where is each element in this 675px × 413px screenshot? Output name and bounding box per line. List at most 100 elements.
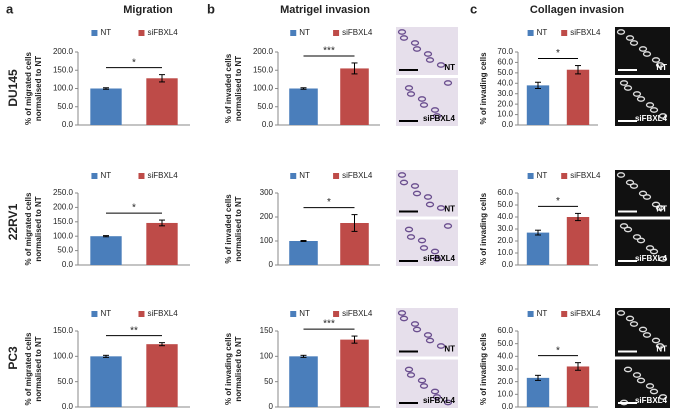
cell (406, 234, 416, 240)
cell (417, 237, 427, 244)
micrograph (615, 170, 670, 217)
error-bar (159, 342, 165, 347)
y-tick-label: 0.0 (262, 120, 274, 129)
legend-swatch (333, 311, 340, 317)
y-tick-label: 150 (260, 326, 274, 335)
y-tick-label: 100.0 (253, 84, 274, 93)
y-axis-label: normalised to NT (234, 336, 243, 401)
significance-label: * (327, 197, 331, 208)
cell (651, 337, 661, 344)
y-tick-label: 0.0 (502, 402, 514, 411)
legend-label: siFBXL4 (147, 28, 178, 37)
y-tick-label: 20.0 (497, 236, 513, 245)
y-tick-label: 10.0 (497, 110, 513, 119)
y-tick-label: 50.0 (497, 339, 513, 348)
legend-label: siFBXL4 (147, 309, 178, 318)
y-tick-label: 100.0 (53, 84, 74, 93)
legend-label: siFBXL4 (570, 309, 601, 318)
y-tick-label: 0 (269, 402, 274, 411)
legend-label: NT (537, 171, 548, 180)
cell (619, 80, 629, 86)
cell (645, 102, 655, 108)
micrograph-label: siFBXL4 (423, 396, 456, 405)
y-tick-label: 150.0 (53, 326, 74, 335)
cell (404, 85, 414, 91)
legend-swatch (138, 173, 145, 179)
cell (430, 388, 440, 395)
legend-swatch (561, 311, 568, 317)
legend-label: siFBXL4 (342, 28, 373, 37)
y-tick-label: 150.0 (53, 65, 74, 74)
y-tick-label: 250.0 (53, 188, 74, 197)
error-bar (300, 240, 307, 242)
cell (625, 179, 635, 186)
bar (340, 68, 369, 125)
cell (419, 245, 429, 251)
legend-swatch (527, 311, 534, 317)
cell (410, 321, 420, 327)
legend-label: siFBXL4 (342, 171, 373, 180)
bar (340, 339, 369, 407)
legend-label: NT (100, 28, 111, 37)
cell (406, 91, 416, 97)
cell (623, 366, 633, 373)
cell (432, 113, 442, 119)
error-bar (575, 362, 581, 371)
y-tick-label: 50.0 (497, 200, 513, 209)
y-tick-label: 30.0 (497, 89, 513, 98)
cell (404, 226, 414, 233)
error-bar (300, 354, 307, 358)
legend-swatch (290, 173, 297, 179)
cell (629, 321, 639, 327)
error-bar (159, 74, 165, 83)
micrograph-label: siFBXL4 (635, 114, 668, 123)
significance-label: * (132, 203, 136, 214)
error-bar (103, 235, 109, 238)
cell (632, 91, 642, 97)
cell (642, 194, 652, 200)
bar (289, 241, 318, 265)
y-axis-label: % of migrated cells (24, 332, 33, 405)
cell (397, 29, 407, 35)
y-tick-label: 100.0 (53, 351, 74, 360)
significance-label: * (556, 48, 560, 59)
error-bar (300, 87, 307, 90)
error-bar (159, 219, 165, 227)
cell (425, 57, 435, 63)
bar (566, 217, 590, 265)
y-axis-label: normalised to NT (34, 56, 43, 121)
y-tick-label: 100 (260, 351, 274, 360)
y-tick-label: 20.0 (497, 377, 513, 386)
cell (625, 315, 635, 322)
cell (399, 315, 409, 322)
y-tick-label: 40.0 (497, 351, 513, 360)
error-bar (575, 65, 581, 75)
micrograph-label: siFBXL4 (635, 254, 668, 263)
cell (619, 223, 629, 229)
cell (616, 29, 626, 35)
error-bar (351, 62, 358, 75)
cell (632, 234, 642, 240)
y-axis-label: % of invaded cells (224, 194, 233, 264)
y-tick-label: 0.0 (502, 260, 514, 269)
cell (636, 237, 646, 244)
y-tick-label: 200 (260, 212, 274, 221)
y-axis-label: % of invading cells (479, 192, 488, 265)
legend-swatch (561, 173, 568, 179)
panel-letter: c (470, 1, 477, 16)
cell (412, 326, 422, 333)
cell (417, 377, 427, 384)
y-tick-label: 50.0 (57, 377, 73, 386)
cell (425, 337, 435, 344)
micrograph-label: siFBXL4 (635, 396, 668, 405)
cell (658, 394, 668, 400)
error-bar (351, 335, 358, 344)
y-tick-label: 20.0 (497, 99, 513, 108)
error-bar (103, 354, 109, 358)
legend-label: siFBXL4 (570, 171, 601, 180)
y-axis-label: normalised to NT (234, 196, 243, 261)
legend-label: NT (299, 171, 310, 180)
y-axis-label: normalised to NT (34, 336, 43, 401)
cell (399, 179, 409, 186)
legend-swatch (333, 30, 340, 36)
